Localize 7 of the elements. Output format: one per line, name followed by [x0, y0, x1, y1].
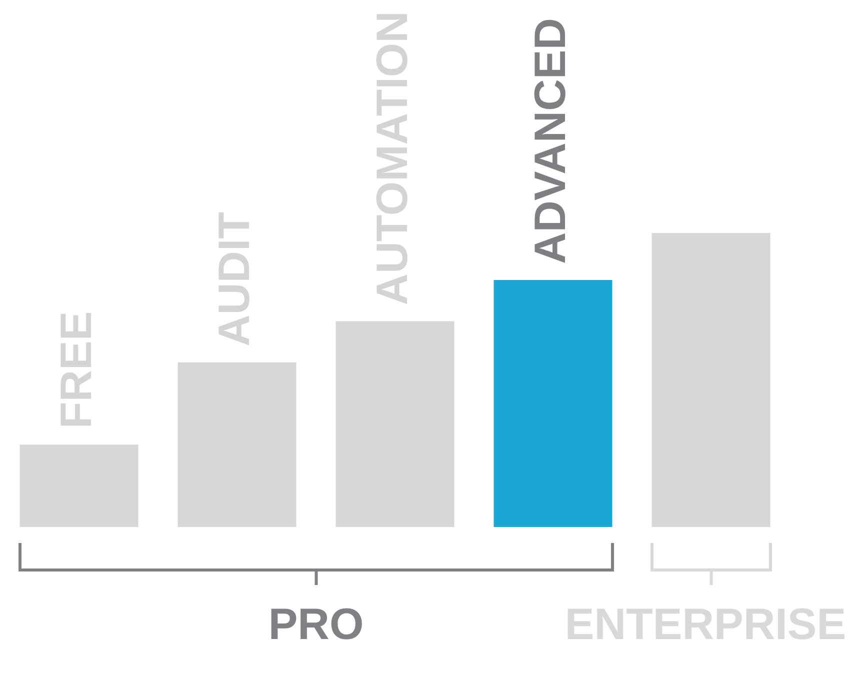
bar — [178, 362, 296, 527]
x-tick-label: ADVANCED — [526, 18, 576, 264]
bar — [20, 444, 138, 527]
bar — [336, 321, 454, 527]
bar — [652, 233, 770, 527]
bar — [494, 280, 612, 527]
text: PRO — [268, 600, 364, 650]
